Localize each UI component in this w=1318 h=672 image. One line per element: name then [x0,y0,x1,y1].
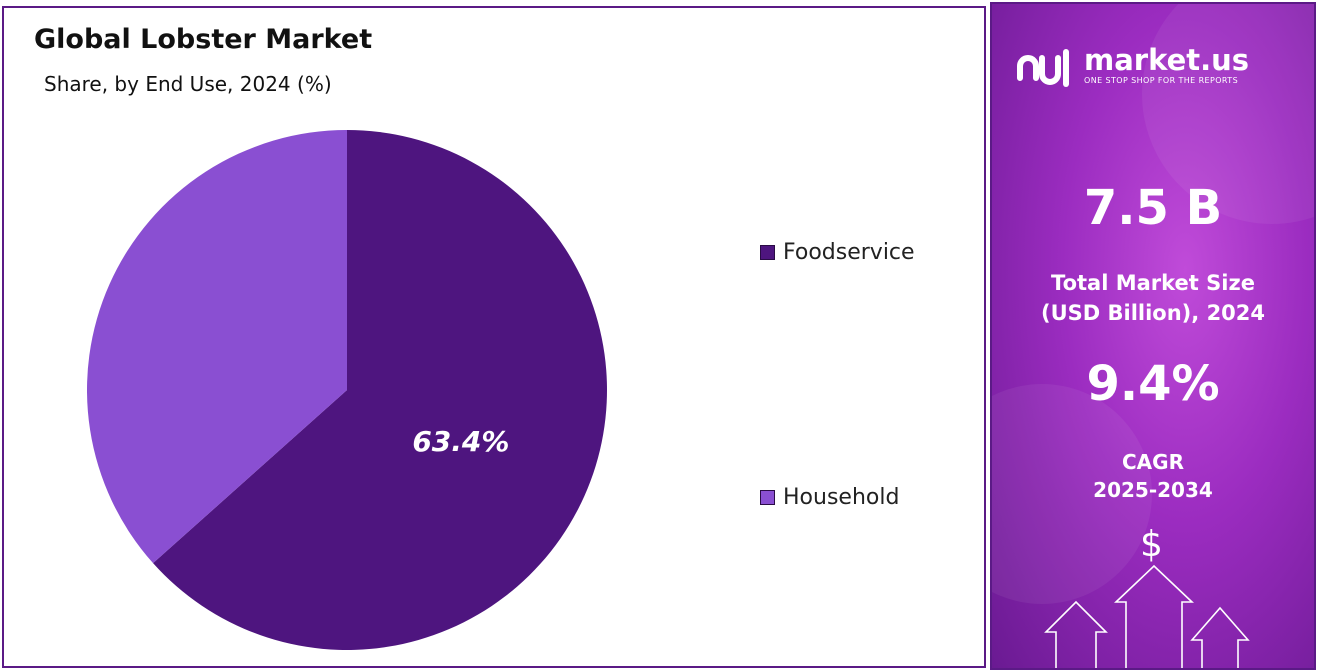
cagr-label-line1: CAGR [1122,450,1184,474]
market-size-label-line2: (USD Billion), 2024 [1040,301,1266,325]
pie-slice-household [86,130,347,564]
cagr-label-line2: 2025-2034 [1093,478,1213,502]
growth-arrows-icon [1044,564,1250,668]
pie-data-label-foodservice: 63.4% [412,425,509,458]
brand-name: market.us [1084,43,1250,77]
cagr-label: CAGR 2025-2034 [992,448,1314,504]
chart-subtitle: Share, by End Use, 2024 (%) [44,72,332,96]
cagr-value: 9.4% [1086,356,1220,412]
market-size-label-line1: Total Market Size [1051,271,1255,295]
market-size-value: 7.5 B [1083,180,1223,236]
brand-tagline: ONE STOP SHOP FOR THE REPORTS [1084,76,1239,85]
market-us-logo-icon [1017,49,1069,87]
legend-label-foodservice: Foodservice [783,240,915,265]
pie-chart: 63.4% [86,130,607,650]
brand-logo: market.us ONE STOP SHOP FOR THE REPORTS [1014,44,1249,92]
chart-title: Global Lobster Market [34,24,373,55]
dollar-icon: $ [1140,524,1163,565]
market-size-label: Total Market Size (USD Billion), 2024 [992,268,1314,328]
legend-swatch-foodservice [760,245,775,260]
legend-item-household: Household [760,485,899,510]
legend-label-household: Household [783,485,900,510]
legend-swatch-household [760,490,775,505]
legend-item-foodservice: Foodservice [760,240,915,265]
summary-panel: market.us ONE STOP SHOP FOR THE REPORTS … [990,2,1316,670]
pie-slice-foodservice [153,130,607,650]
